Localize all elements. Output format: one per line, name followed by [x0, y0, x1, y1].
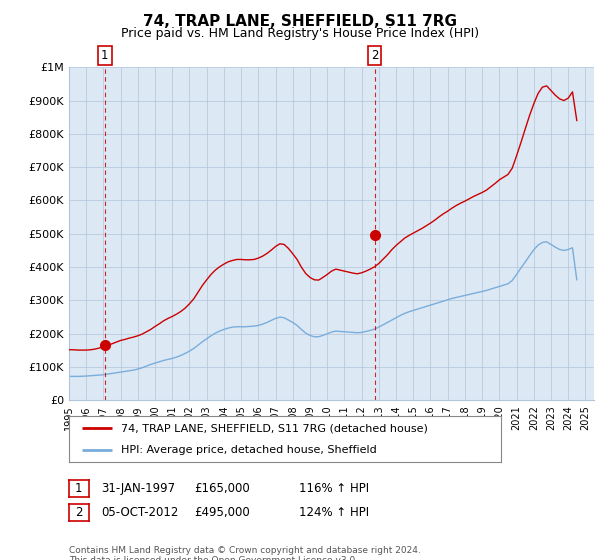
Text: 1: 1 [75, 482, 83, 496]
Text: 31-JAN-1997: 31-JAN-1997 [101, 482, 175, 496]
Text: HPI: Average price, detached house, Sheffield: HPI: Average price, detached house, Shef… [121, 445, 377, 455]
Text: Contains HM Land Registry data © Crown copyright and database right 2024.
This d: Contains HM Land Registry data © Crown c… [69, 546, 421, 560]
Text: 2: 2 [371, 49, 378, 62]
Text: 116% ↑ HPI: 116% ↑ HPI [299, 482, 369, 496]
Text: 124% ↑ HPI: 124% ↑ HPI [299, 506, 369, 519]
Text: 05-OCT-2012: 05-OCT-2012 [101, 506, 178, 519]
Text: Price paid vs. HM Land Registry's House Price Index (HPI): Price paid vs. HM Land Registry's House … [121, 27, 479, 40]
Text: 2: 2 [75, 506, 83, 519]
Text: £495,000: £495,000 [194, 506, 250, 519]
Text: 74, TRAP LANE, SHEFFIELD, S11 7RG: 74, TRAP LANE, SHEFFIELD, S11 7RG [143, 14, 457, 29]
Text: 74, TRAP LANE, SHEFFIELD, S11 7RG (detached house): 74, TRAP LANE, SHEFFIELD, S11 7RG (detac… [121, 423, 428, 433]
Text: 1: 1 [101, 49, 109, 62]
Text: £165,000: £165,000 [194, 482, 250, 496]
